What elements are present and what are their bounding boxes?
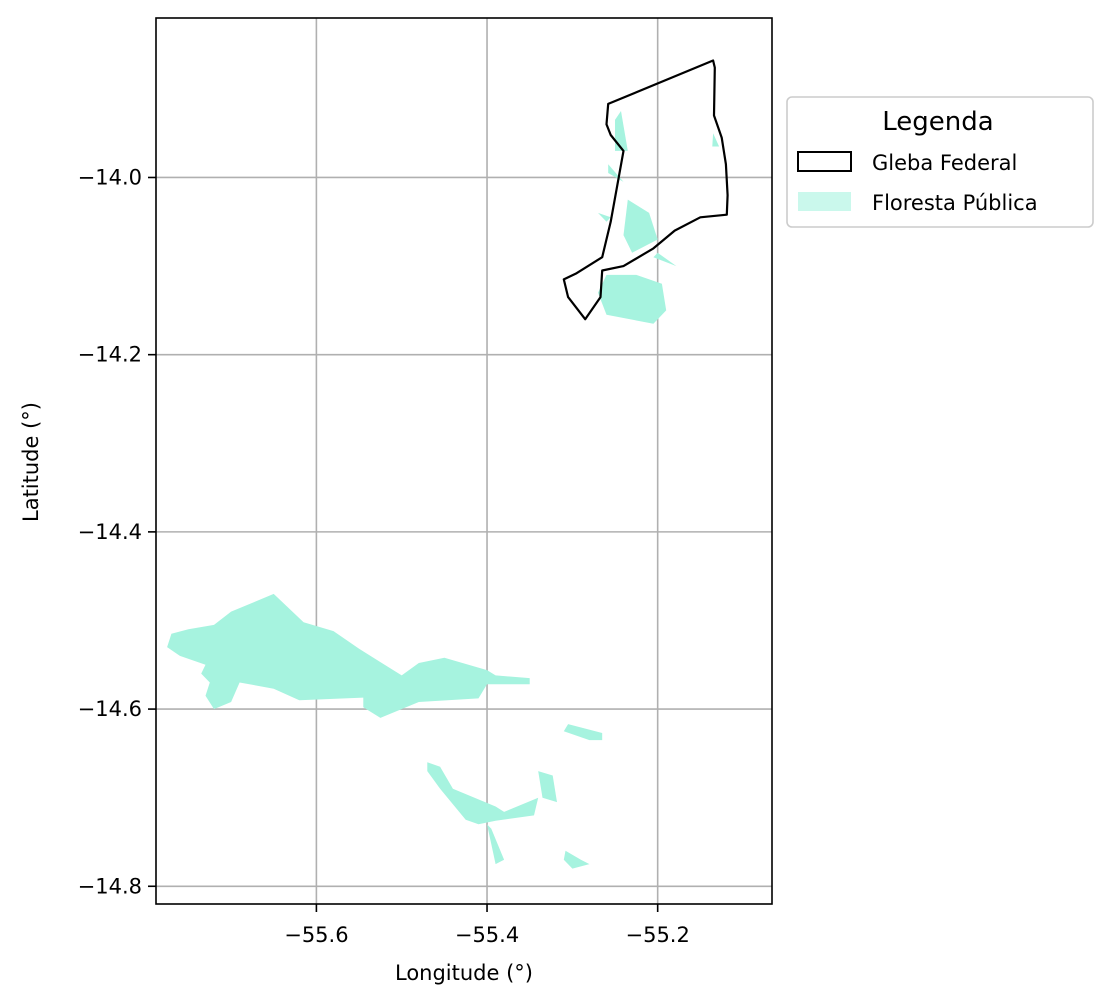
legend-label-floresta: Floresta Pública	[872, 191, 1038, 215]
plot-frame	[155, 17, 773, 905]
legend-swatch-floresta	[798, 192, 851, 211]
floresta-publica-polygon	[623, 199, 658, 253]
legend-swatch-gleba	[797, 151, 852, 172]
floresta-publica-polygon	[538, 771, 557, 803]
legend-box	[786, 96, 1094, 228]
floresta-publica-polygon	[487, 824, 505, 865]
gleba-layer	[562, 59, 729, 321]
legend-label-gleba: Gleba Federal	[872, 151, 1017, 175]
y-tick-label: −14.6	[78, 697, 142, 721]
floresta-publica-polygon	[167, 593, 530, 718]
x-axis-label: Longitude (°)	[395, 961, 533, 985]
x-tick-label: −55.2	[625, 923, 689, 947]
y-tick-label: −14.0	[78, 165, 142, 189]
floresta-layer	[167, 111, 720, 869]
x-tick-label: −55.6	[284, 923, 348, 947]
y-tick-label: −14.8	[78, 874, 142, 898]
floresta-publica-polygon	[712, 133, 720, 147]
y-tick-label: −14.4	[78, 520, 142, 544]
floresta-publica-polygon	[563, 724, 603, 741]
y-tick-label: −14.2	[78, 343, 142, 367]
floresta-publica-polygon	[598, 274, 667, 324]
legend-title: Legenda	[882, 107, 993, 137]
floresta-publica-polygon	[427, 762, 539, 825]
floresta-publica-polygon	[653, 252, 677, 267]
x-ticks: −55.6 −55.4 −55.2	[284, 904, 690, 947]
grid	[156, 18, 772, 904]
gleba-federal-outline	[562, 59, 729, 321]
legend: Legenda Gleba Federal Floresta Pública	[786, 96, 1094, 228]
x-tick-label: −55.4	[455, 923, 519, 947]
y-axis-label: Latitude (°)	[19, 402, 43, 522]
floresta-publica-polygon	[563, 850, 590, 869]
floresta-publica-polygon	[598, 212, 611, 222]
floresta-publica-polygon	[615, 111, 628, 151]
y-ticks: −14.0 −14.2 −14.4 −14.6 −14.8	[78, 165, 156, 898]
